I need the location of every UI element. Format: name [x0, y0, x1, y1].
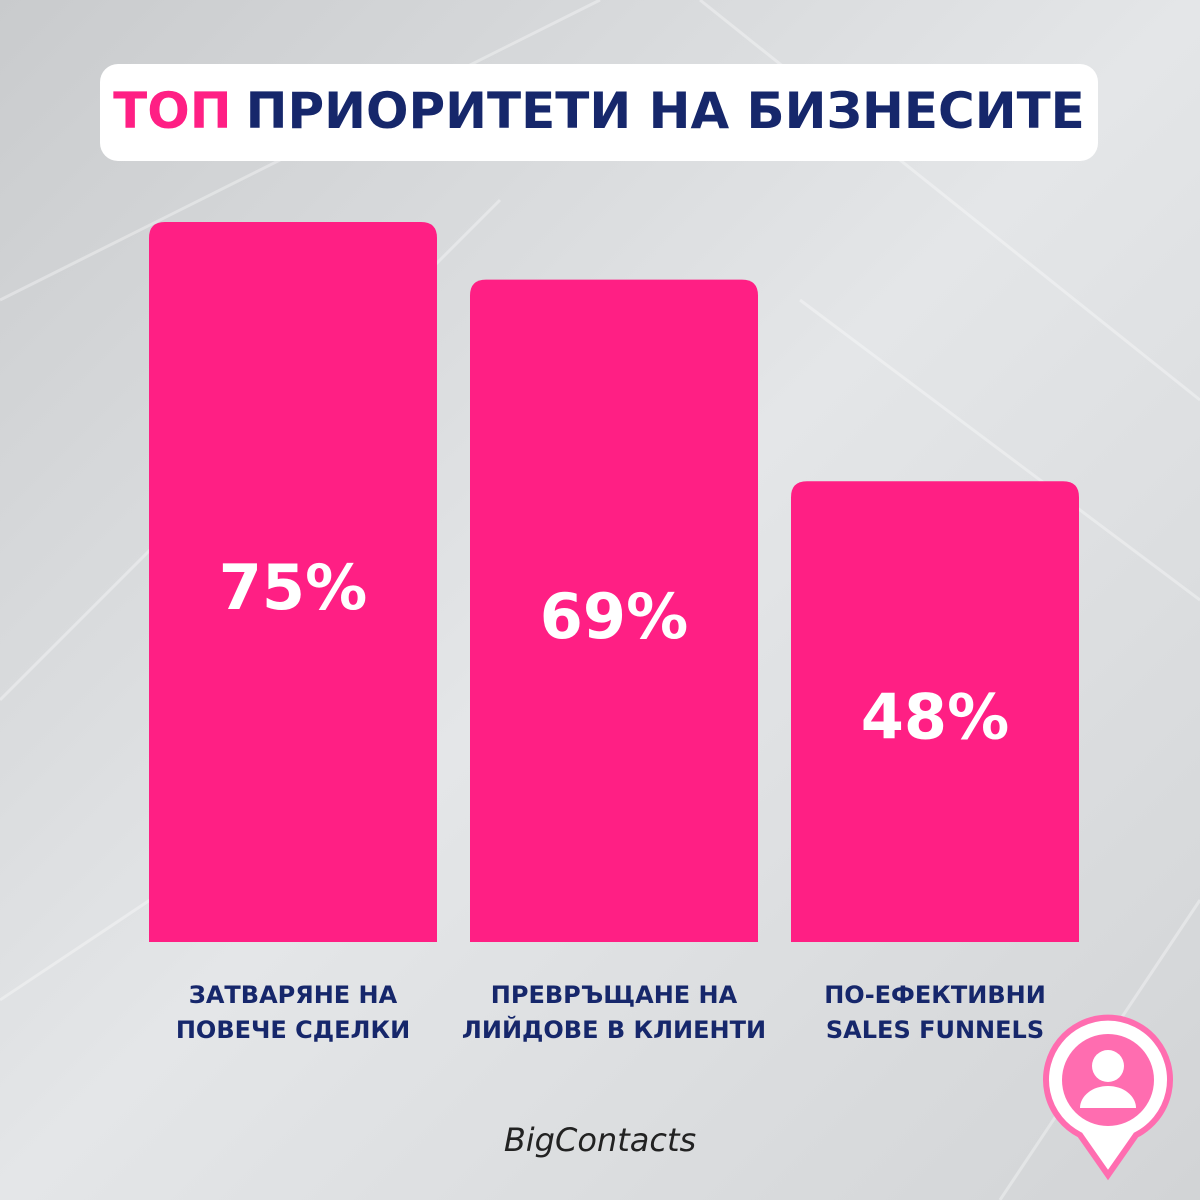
category-label: ПОВЕЧЕ СДЕЛКИ [176, 1016, 410, 1044]
bar [470, 279, 758, 943]
title-accent: ТОП [113, 82, 231, 140]
bar [149, 222, 437, 942]
category-label: ЗАТВАРЯНЕ НА [189, 981, 398, 1009]
title-main: ПРИОРИТЕТИ НА БИЗНЕСИТЕ [246, 82, 1085, 140]
category-label: SALES FUNNELS [826, 1016, 1044, 1044]
title-box [100, 64, 1098, 161]
footer-brand: BigContacts [504, 1121, 696, 1159]
value-label: 75% [219, 551, 367, 624]
chart-title: ТОП ПРИОРИТЕТИ НА БИЗНЕСИТЕ [113, 82, 1085, 140]
bar [791, 481, 1079, 942]
pin-icon [1043, 1014, 1173, 1181]
category-label: ЛИЙДОВЕ В КЛИЕНТИ [462, 1015, 766, 1044]
category-label: ПРЕВРЪЩАНЕ НА [491, 981, 738, 1009]
category-label: ПО-ЕФЕКТИВНИ [824, 981, 1046, 1009]
value-label: 69% [540, 580, 688, 653]
value-label: 48% [861, 681, 1009, 754]
